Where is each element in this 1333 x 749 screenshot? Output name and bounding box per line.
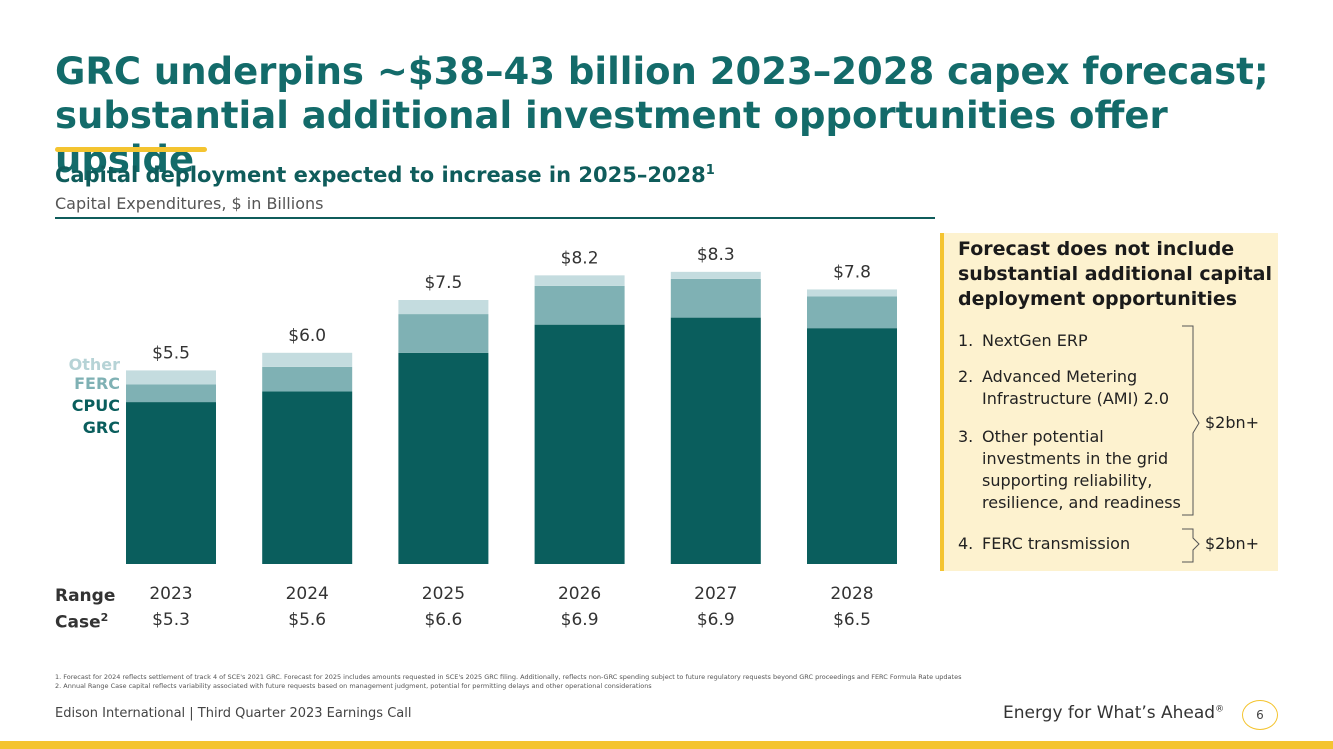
total-label-2023: $5.5: [152, 343, 190, 363]
range-case-label: Range Case2: [55, 585, 115, 634]
range-case-footnote: 2: [100, 611, 109, 624]
range-case-value-2026: $6.9: [561, 610, 599, 630]
upside-brackets: [1182, 325, 1200, 563]
footer-tagline-text: Energy for What’s Ahead: [1003, 703, 1216, 723]
upside-item-2-text: Advanced Metering Infrastructure (AMI) 2…: [982, 367, 1170, 408]
page-title-line-2: substantial additional investment opport…: [55, 94, 1168, 181]
total-label-2027: $8.3: [697, 245, 735, 265]
total-label-2028: $7.8: [833, 262, 871, 282]
footer-tagline: Energy for What’s Ahead®: [1003, 703, 1224, 723]
bracket-items-1-3: [1182, 325, 1200, 516]
upside-item-4: 4. FERC transmission: [958, 533, 1178, 555]
bracket-item-4: [1182, 528, 1200, 563]
bar-2025-ferc: [398, 314, 489, 353]
chart-subtitle-text: Capital deployment expected to increase …: [55, 163, 706, 187]
bar-2025-other: [398, 300, 489, 315]
footer-company-event: Edison International | Third Quarter 202…: [55, 706, 412, 721]
total-label-2026: $8.2: [561, 248, 599, 268]
range-case-line-1: Range: [55, 586, 116, 606]
bar-2023-ferc: [126, 384, 216, 403]
upside-amount-item-4: $2bn+: [1205, 534, 1260, 553]
x-tick-2027: 2027: [694, 584, 737, 604]
bar-2027-ferc: [670, 278, 761, 318]
upside-item-4-text: FERC transmission: [982, 534, 1131, 553]
upside-item-1-num: 1.: [958, 331, 974, 350]
registered-mark: ®: [1215, 704, 1225, 715]
range-case-value-2024: $5.6: [288, 610, 326, 630]
bar-2023-cpuc-grc: [126, 402, 216, 564]
x-tick-2028: 2028: [830, 584, 873, 604]
upside-item-2: 2. Advanced Metering Infrastructure (AMI…: [958, 366, 1188, 410]
upside-item-4-num: 4.: [958, 534, 974, 553]
footnote-2: 2. Annual Range Case capital reflects va…: [55, 682, 652, 690]
upside-panel: Forecast does not include substantial ad…: [940, 233, 1278, 571]
bar-2026-cpuc-grc: [534, 324, 625, 564]
chart-subtitle-footnote: 1: [705, 163, 715, 178]
bar-2027-cpuc-grc: [670, 317, 761, 564]
bottom-accent-bar: [0, 741, 1333, 749]
upside-panel-title: Forecast does not include substantial ad…: [958, 238, 1272, 310]
legend-grc: GRC: [82, 418, 120, 437]
upside-item-3: 3. Other potential investments in the gr…: [958, 426, 1198, 514]
x-tick-2024: 2024: [286, 584, 329, 604]
footnote-1: 1. Forecast for 2024 reflects settlement…: [55, 673, 962, 681]
bar-2023-other: [126, 370, 216, 385]
bar-2024-ferc: [262, 366, 353, 392]
x-tick-2023: 2023: [149, 584, 192, 604]
section-rule: [55, 217, 935, 219]
bar-2026-other: [534, 275, 625, 286]
page-number: 6: [1242, 700, 1278, 730]
legend-other: Other: [68, 355, 120, 374]
legend-ferc: FERC: [74, 374, 120, 393]
bar-2027-other: [670, 271, 761, 279]
footnotes: 1. Forecast for 2024 reflects settlement…: [55, 673, 961, 691]
upside-item-1-text: NextGen ERP: [982, 331, 1088, 350]
range-case-value-2025: $6.6: [424, 610, 462, 630]
range-case-value-2028: $6.5: [833, 610, 871, 630]
bar-2026-ferc: [534, 285, 625, 325]
page-title: GRC underpins ~$38–43 billion 2023–2028 …: [55, 50, 1295, 182]
capex-bar-chart: $5.5 2023 $5.3 $6.0 2024 $5.6 $7.5 2025 $6.6 $8.2…: [126, 245, 897, 630]
bar-2028-cpuc-grc: [807, 328, 897, 564]
bar-2025-cpuc-grc: [398, 352, 489, 564]
upside-item-2-num: 2.: [958, 367, 974, 386]
upside-amount-items-1-3: $2bn+: [1205, 413, 1260, 432]
x-tick-2025: 2025: [422, 584, 465, 604]
upside-item-3-num: 3.: [958, 427, 974, 446]
title-accent-bar: [55, 147, 207, 152]
range-case-line-2-text: Case: [55, 612, 101, 633]
total-label-2024: $6.0: [288, 326, 326, 346]
chart-subtitle: Capital deployment expected to increase …: [55, 163, 715, 187]
bar-2028-ferc: [807, 296, 897, 329]
total-label-2025: $7.5: [424, 273, 462, 293]
bar-2024-cpuc-grc: [262, 391, 353, 564]
range-case-value-2023: $5.3: [152, 610, 190, 630]
chart-units: Capital Expenditures, $ in Billions: [55, 194, 324, 213]
bar-2028-other: [807, 289, 897, 297]
legend-cpuc: CPUC: [71, 396, 120, 415]
range-case-value-2027: $6.9: [697, 610, 735, 630]
upside-item-3-text: Other potential investments in the grid …: [982, 427, 1181, 512]
page-title-line-1: GRC underpins ~$38–43 billion 2023–2028 …: [55, 50, 1269, 93]
range-case-line-2: Case2: [55, 607, 115, 634]
x-tick-2026: 2026: [558, 584, 601, 604]
bar-2024-other: [262, 352, 353, 367]
upside-item-1: 1. NextGen ERP: [958, 330, 1178, 352]
